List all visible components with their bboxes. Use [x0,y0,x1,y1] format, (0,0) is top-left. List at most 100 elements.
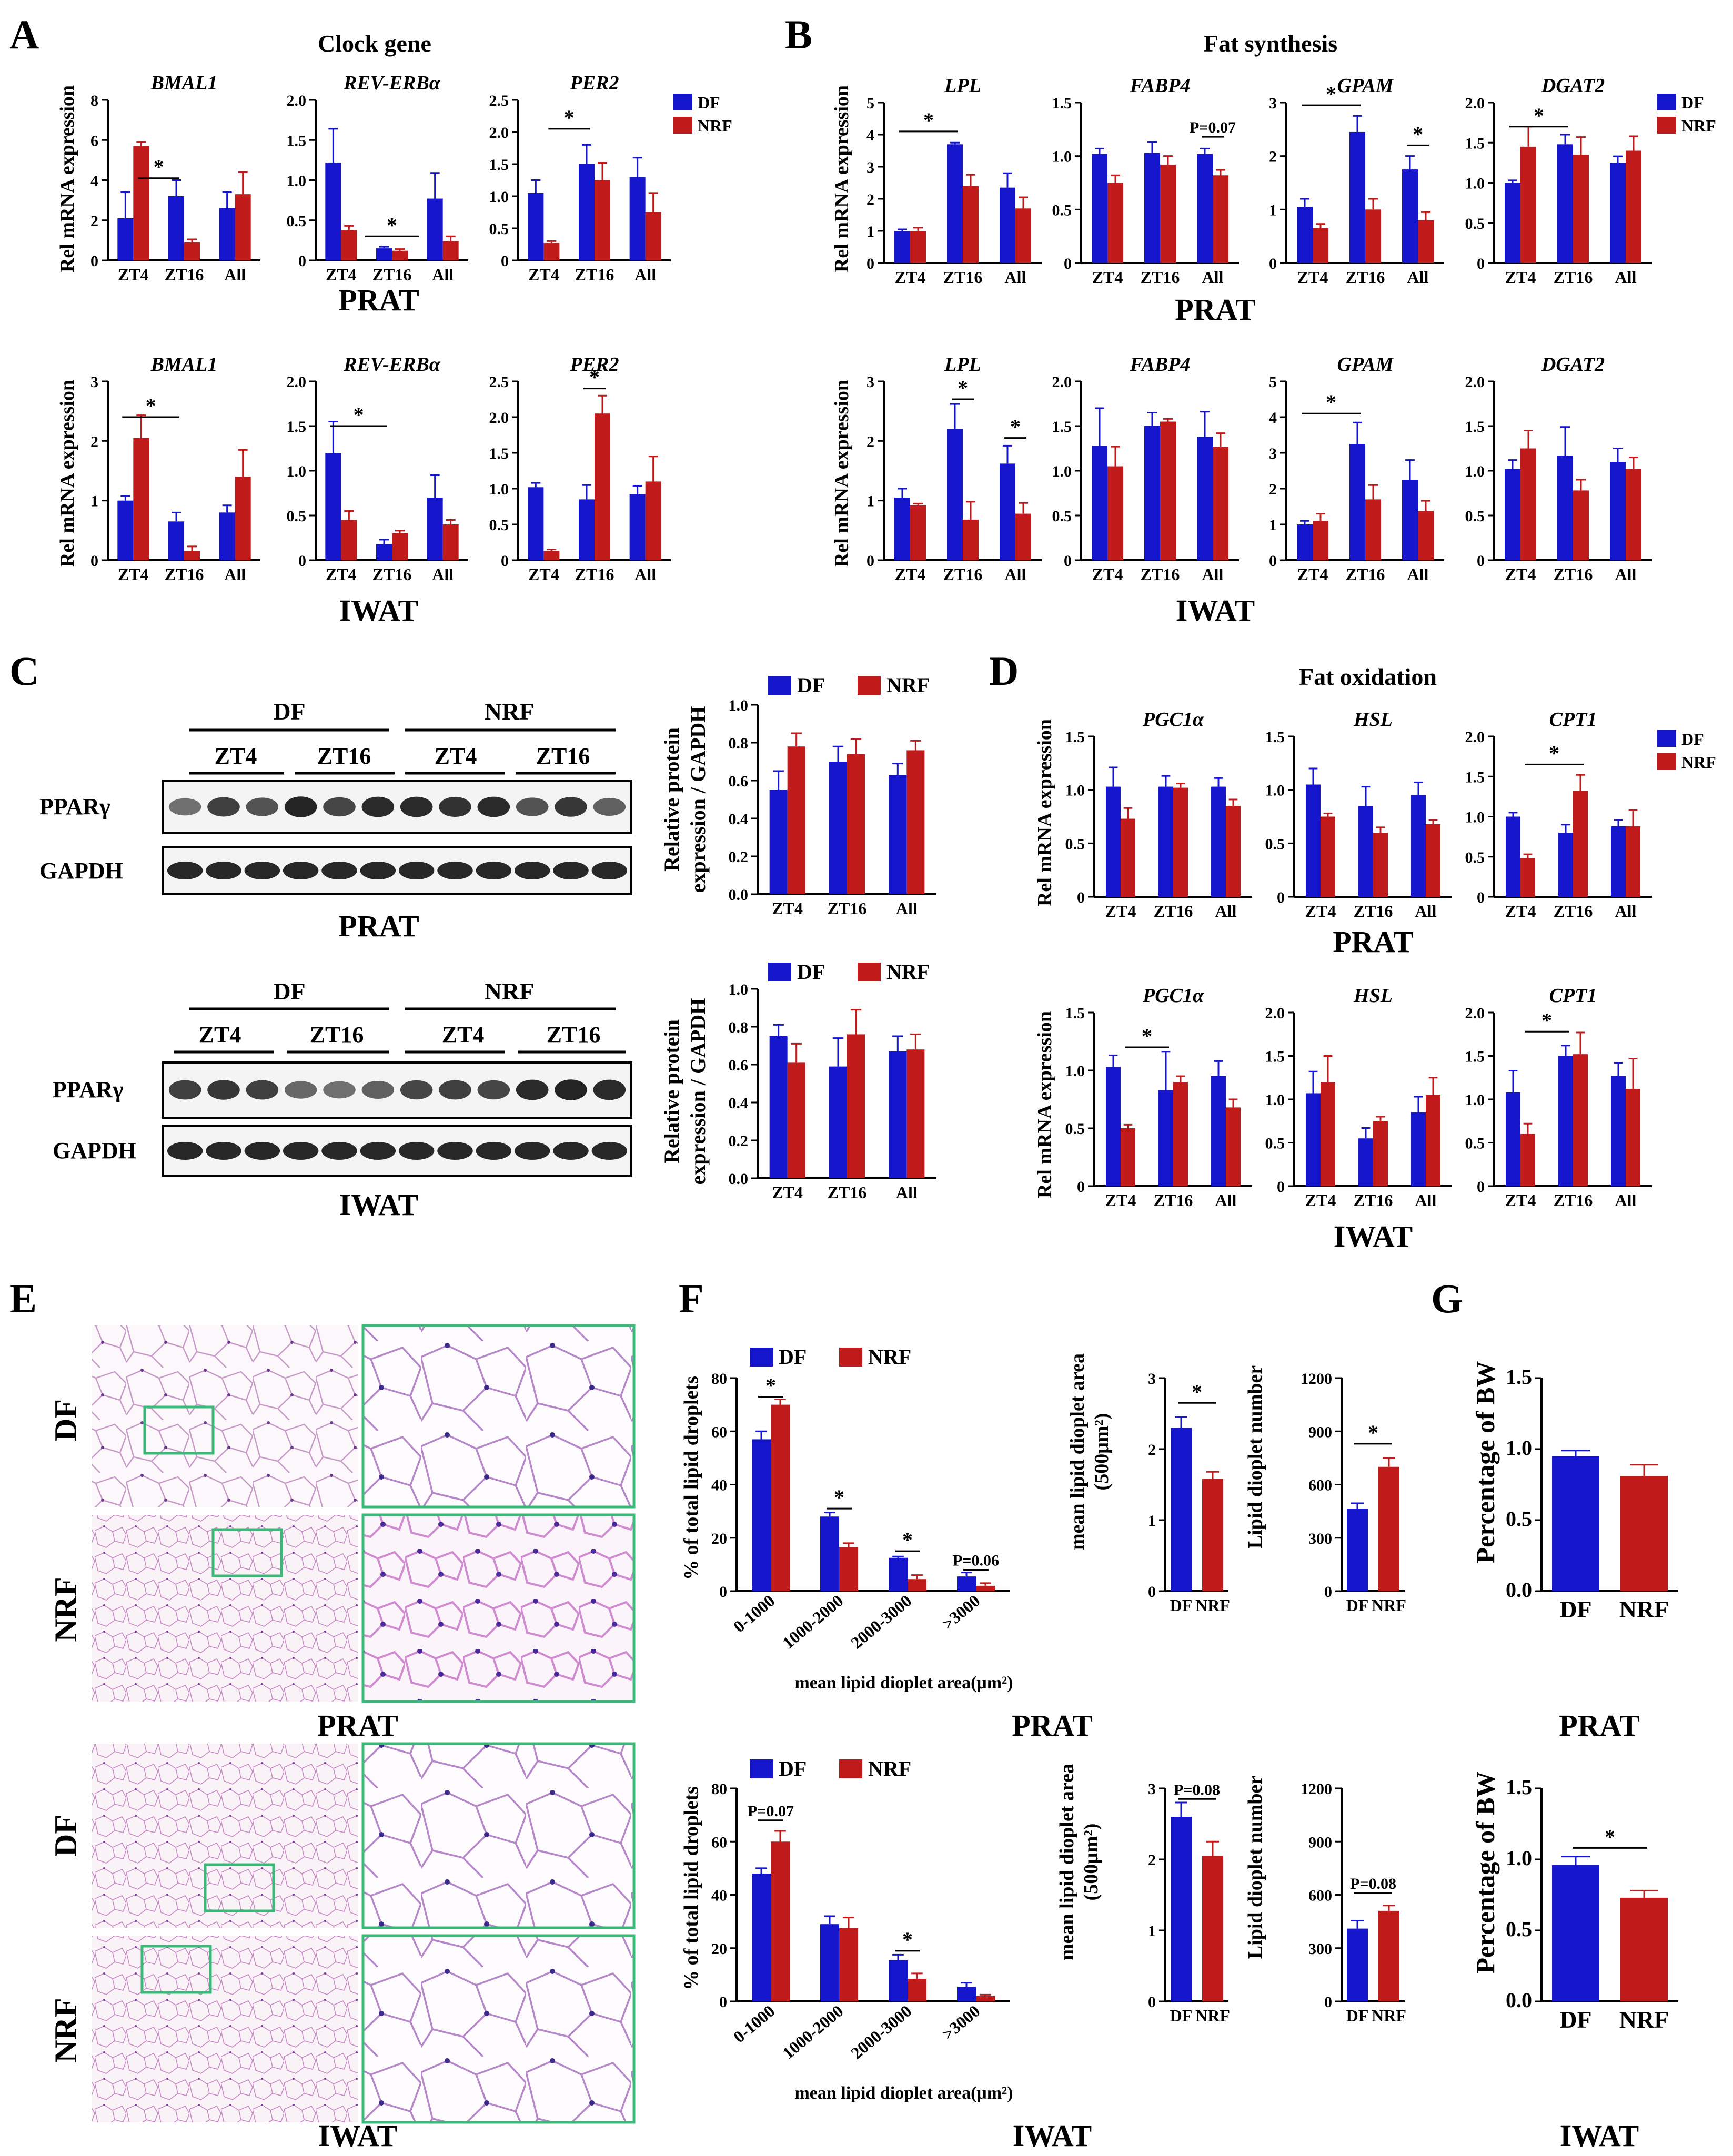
y-tick-label: 0 [1477,552,1485,570]
y-tick-label: 0 [1148,1583,1156,1601]
bar-df-3 [957,1576,976,1591]
x-tick-label: ZT4 [528,565,559,584]
significance-label: P=0.07 [1190,119,1236,136]
y-tick-label: 0.5 [1052,508,1072,525]
x-tick-label: ZT4 [118,565,149,584]
bar-df-1 [1144,426,1160,560]
x-tick-label: NRF [1195,2006,1230,2025]
bar-nrf-3 [976,1996,995,2001]
blot-prat-zt4-b: ZT4 [435,743,477,769]
x-tick-label: 2000-3000 [847,2001,915,2063]
bar-nrf-2 [1226,806,1241,897]
bar-nrf-2 [1626,150,1641,263]
x-tick-label: All [1202,565,1224,584]
legend-c-iwat-df-swatch [768,963,791,981]
legend-f-iwat-df-swatch [750,1759,773,1778]
bar-nrf-0 [1520,146,1536,263]
x-tick-label: ZT16 [1346,268,1385,287]
y-tick-label: 0.5 [1052,201,1072,219]
bar-nrf-1 [595,180,610,260]
x-tick-label: ZT4 [326,265,357,284]
bar-df-0 [1505,183,1520,263]
significance-label: * [1326,390,1336,414]
y-tick-label: 2.0 [1465,95,1485,112]
y-tick-label: 0.5 [287,508,307,525]
y-tick-label: 1.5 [489,156,509,174]
bar-nrf-2 [235,477,251,560]
significance-label: * [146,394,156,418]
blot-band-ppar [555,1079,587,1100]
bar-nrf-2 [1626,469,1641,560]
panel-label-a: A [9,12,39,57]
bar-df-0 [325,453,341,560]
y-tick-label: 1.0 [729,981,749,998]
y-tick-label: 1 [1269,201,1277,219]
ylabel-c-prat-line1: Relative protein [660,727,683,872]
bar-nrf-0 [787,746,805,894]
x-tick-label: All [896,899,918,918]
chart-title: PER2 [570,72,619,94]
bar-df-0 [1306,1093,1321,1186]
x-tick-label: All [432,565,454,584]
y-tick-label: 0.8 [729,1019,749,1036]
legend-b-nrf-label: NRF [1681,116,1716,135]
bar-nrf-1 [1373,1121,1388,1186]
x-tick-label: NRF [1619,1596,1669,1623]
y-tick-label: 0.4 [729,1095,749,1112]
chart-f-iwat-dist: 0 20 40 60 80 0-1000 1000-2000 2000-3000 >3000 P=… [711,1780,1010,2062]
bar-df-0 [1506,1092,1520,1186]
panel-label-b: B [785,12,812,57]
y-tick-label: 0.5 [1465,1135,1485,1152]
legend-a-nrf-swatch [673,117,692,134]
bar-df-2 [427,198,443,260]
blot-band-gapdh [360,862,396,879]
chart-d-prat-hsl: HSL 0 0.5 1.0 1.5 ZT4 ZT16 All [1265,708,1452,920]
x-tick-label: ZT4 [1105,1191,1136,1210]
significance-label: * [902,1528,913,1552]
blot-prat-zt16-a: ZT16 [317,743,371,769]
chart-a-prat-reverba: REV-ERBα 0 0.5 1.0 1.5 2.0 ZT4 ZT16 All * [287,72,468,284]
legend-d-nrf-label: NRF [1681,753,1716,772]
chart-g-iwat: 0.0 0.5 1.0 1.5 DF NRF * [1506,1775,1678,2033]
y-tick-label: 1.0 [287,463,307,480]
tissue-label-b-iwat: IWAT [1176,593,1255,627]
bar-nrf-0 [771,1841,790,2001]
blot-band-gapdh [553,1142,589,1160]
legend-b-df-swatch [1657,94,1676,110]
bar-nrf-2 [1015,513,1031,560]
chart-d-prat-pgc1a: PGC1α 0 0.5 1.0 1.5 ZT4 ZT16 All [1065,708,1252,920]
legend-c-iwat-nrf-swatch [858,963,881,981]
x-tick-label: ZT4 [1092,565,1123,584]
blot-iwat-zt16-a: ZT16 [310,1022,364,1048]
legend-d-df-label: DF [1681,730,1704,748]
y-tick-label: 0.6 [729,1057,749,1074]
x-tick-label: All [1005,565,1026,584]
x-tick-label: NRF [1372,2006,1406,2025]
xlabel-f-iwat-area: mean lipid dioplet area(μm²) [794,2083,1013,2103]
x-tick-label: ZT16 [1554,1191,1593,1210]
y-tick-label: 2.0 [287,373,307,391]
bar-df-2 [1402,169,1418,263]
y-tick-label: 2 [867,433,874,450]
x-tick-label: ZT16 [1154,902,1193,920]
significance-label: * [902,1928,913,1951]
x-tick-label: ZT16 [1554,268,1593,287]
y-tick-label: 600 [1308,1887,1332,1905]
tissue-label-b-prat: PRAT [1175,292,1256,327]
y-tick-label: 1.0 [729,697,749,714]
y-tick-label: 2.5 [489,92,509,109]
legend-d: DF NRF [1657,730,1716,772]
blot-band-gapdh [321,1142,357,1160]
bar-df-2 [629,177,646,260]
bar-df-0 [1106,1067,1121,1186]
bar-nrf-2 [1426,1095,1440,1186]
bar-df-1 [376,248,392,260]
bar-nrf-1 [595,413,610,560]
tissue-label-d-prat: PRAT [1333,925,1414,959]
significance-label: * [1605,1825,1615,1848]
x-tick-label: All [1202,268,1224,287]
x-tick-label: ZT4 [772,1183,803,1202]
bar-nrf-1 [1173,1082,1188,1186]
bar-df-0 [1552,1865,1599,2001]
y-tick-label: 3 [1269,445,1277,462]
